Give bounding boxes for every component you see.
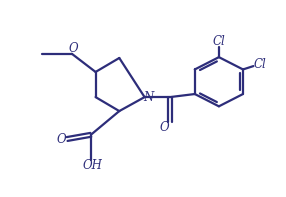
- Text: N: N: [144, 91, 154, 104]
- Text: Cl: Cl: [212, 35, 225, 48]
- Text: O: O: [159, 121, 169, 134]
- Text: O: O: [57, 133, 66, 146]
- Text: Cl: Cl: [254, 58, 267, 71]
- Text: OH: OH: [82, 159, 102, 172]
- Text: O: O: [69, 42, 78, 55]
